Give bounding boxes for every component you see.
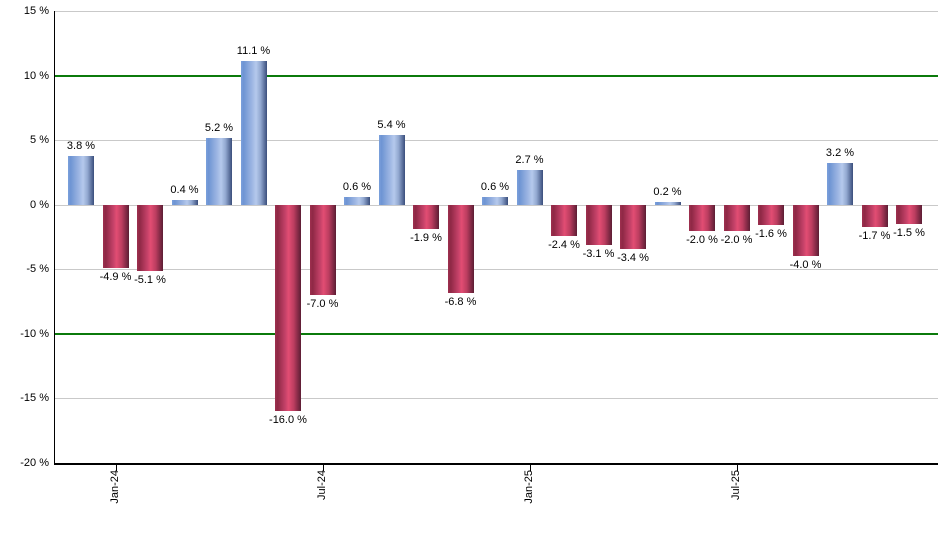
bar-negative	[758, 204, 784, 226]
bar-negative	[413, 204, 439, 230]
bar-negative	[723, 204, 750, 231]
y-axis-tick-label: -5 %	[26, 263, 49, 276]
bar-negative	[551, 204, 577, 236]
bar-value-label: 5.4 %	[377, 118, 406, 131]
bar-value-label: -2.4 %	[548, 238, 580, 251]
x-axis-tick	[529, 464, 531, 471]
bar-value-label: -1.7 %	[858, 229, 891, 242]
bar-negative	[275, 204, 301, 412]
bar-value-label: 2.7 %	[515, 153, 544, 166]
y-axis-tick-label: 0 %	[30, 198, 49, 211]
bar-value-label: -3.4 %	[617, 251, 649, 264]
bar-value-label: -2.0 %	[720, 233, 753, 246]
gridline	[55, 204, 938, 206]
bar-value-label: -4.9 %	[99, 270, 132, 283]
gridline	[55, 269, 938, 271]
bar-value-label: -6.8 %	[444, 295, 477, 308]
bar-value-label: -1.9 %	[410, 232, 442, 245]
bar-negative	[792, 204, 819, 257]
bar-positive	[344, 196, 370, 205]
bar-negative	[896, 204, 922, 225]
y-axis-tick-label: 10 %	[23, 69, 49, 82]
gridline	[55, 140, 938, 142]
bar-value-label: 0.4 %	[170, 183, 199, 196]
bar-positive	[68, 155, 94, 205]
gridline	[55, 11, 938, 12]
bar-negative	[447, 204, 474, 293]
bar-value-label: -1.6 %	[755, 228, 787, 241]
bar-negative	[585, 204, 612, 245]
x-axis-tick	[115, 464, 117, 471]
bar-value-label: -2.0 %	[686, 233, 718, 246]
x-axis-tick-label: Jan-25	[522, 469, 535, 504]
x-axis-tick	[322, 464, 324, 471]
bar-positive	[516, 169, 543, 205]
y-axis-line	[53, 11, 55, 465]
y-axis-tick-label: -10 %	[20, 327, 49, 340]
bar-negative	[620, 204, 646, 249]
bar-value-label: 3.2 %	[825, 147, 855, 160]
x-axis-tick-label: Jan-24	[108, 469, 121, 504]
x-axis-tick-label: Jul-25	[729, 469, 742, 500]
bar-positive	[827, 163, 853, 205]
bar-value-label: -16.0 %	[269, 414, 307, 427]
bar-positive	[171, 199, 198, 205]
gridline	[55, 398, 938, 400]
bar-value-label: -4.0 %	[789, 259, 822, 272]
bar-positive	[206, 137, 232, 205]
bar-value-label: 0.6 %	[342, 180, 372, 193]
bar-value-label: -7.0 %	[306, 298, 339, 311]
y-axis-tick-label: 15 %	[23, 5, 49, 17]
bar-value-label: 5.2 %	[204, 121, 234, 134]
y-axis-tick-label: -15 %	[20, 392, 49, 405]
bar-negative	[137, 204, 163, 271]
bar-value-label: -5.1 %	[134, 273, 166, 286]
bar-positive	[482, 196, 508, 205]
bar-value-label: 0.6 %	[480, 180, 510, 193]
bar-negative	[861, 204, 888, 227]
bar-value-label: -1.5 %	[893, 227, 925, 240]
bar-negative	[309, 204, 336, 296]
bar-positive	[378, 134, 405, 205]
bar-positive	[240, 61, 267, 205]
bar-value-label: 3.8 %	[66, 139, 96, 152]
bar-value-label: 11.1 %	[236, 45, 271, 58]
bar-negative	[689, 204, 715, 231]
y-axis-tick-label: 5 %	[30, 134, 49, 147]
bar-negative	[102, 204, 129, 268]
bar-value-label: -3.1 %	[582, 247, 615, 260]
reference-line	[55, 332, 938, 335]
reference-line	[55, 74, 938, 77]
x-axis-tick	[736, 464, 738, 471]
x-axis-tick-label: Jul-24	[315, 469, 328, 500]
bar-value-label: 0.2 %	[653, 186, 682, 199]
y-axis-tick-label: -20 %	[20, 456, 49, 469]
bar-positive	[654, 202, 681, 205]
x-axis-line	[53, 462, 938, 465]
